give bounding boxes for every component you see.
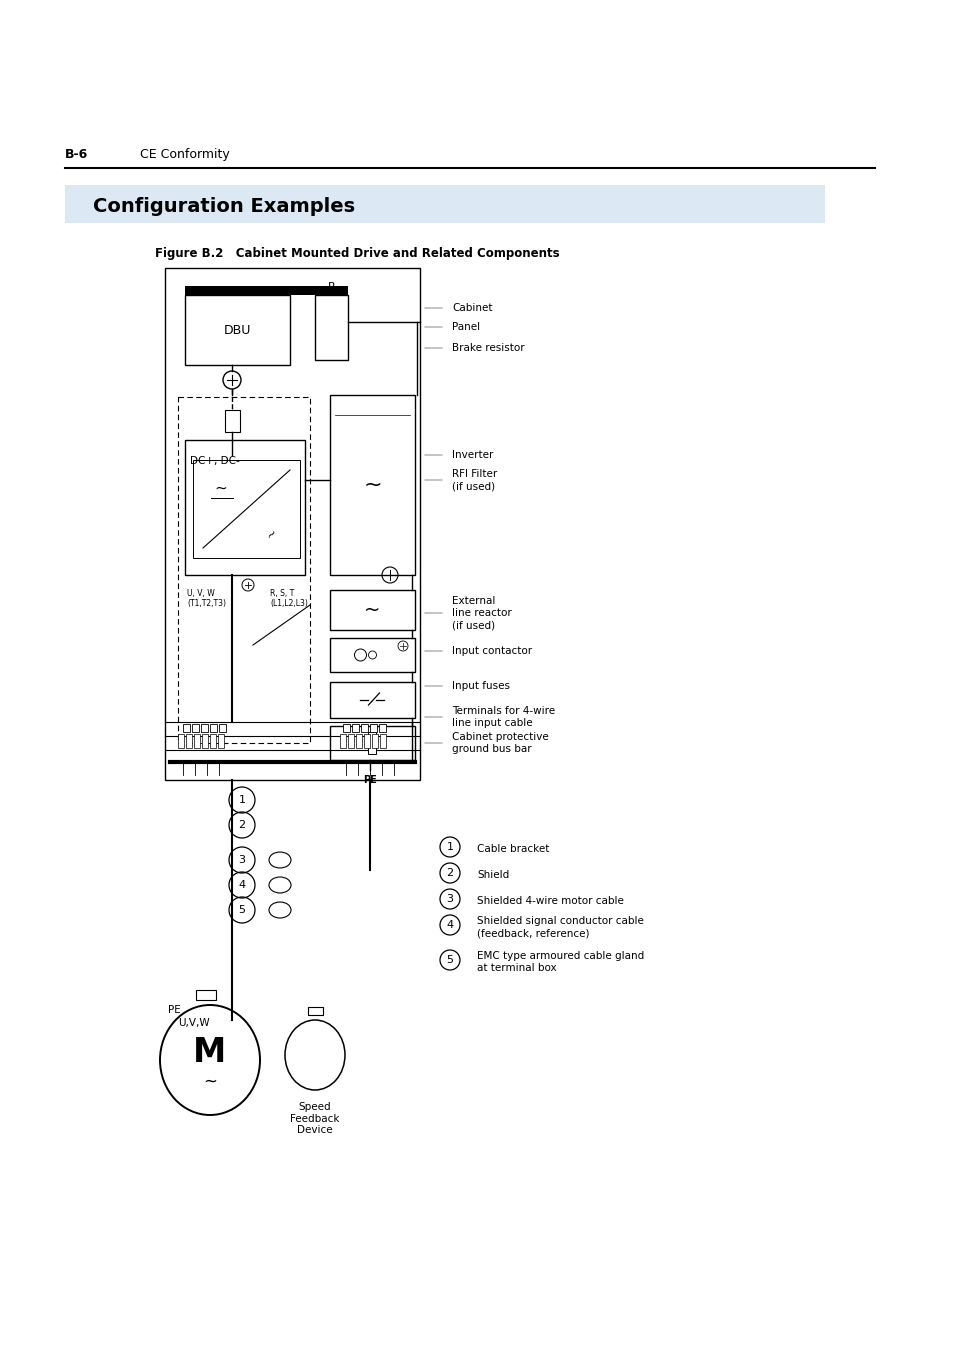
- Text: R: R: [327, 282, 335, 292]
- Bar: [65, 185, 824, 223]
- Bar: [330, 638, 415, 671]
- Text: 3: 3: [446, 894, 453, 904]
- Text: External
line reactor
(if used): External line reactor (if used): [452, 596, 511, 631]
- Text: Cabinet protective
ground bus bar: Cabinet protective ground bus bar: [452, 732, 548, 754]
- Text: PE: PE: [168, 1005, 180, 1015]
- Text: Configuration Examples: Configuration Examples: [92, 196, 355, 216]
- Bar: [218, 734, 224, 748]
- Bar: [379, 734, 386, 748]
- Bar: [165, 267, 419, 780]
- Text: Panel: Panel: [452, 322, 479, 332]
- Text: 1: 1: [238, 794, 245, 805]
- Text: Cabinet: Cabinet: [452, 303, 492, 313]
- Text: 2: 2: [446, 867, 453, 878]
- Bar: [330, 725, 415, 761]
- Bar: [314, 295, 348, 359]
- Bar: [185, 286, 290, 295]
- Bar: [372, 734, 377, 748]
- Text: Terminals for 4-wire
line input cable: Terminals for 4-wire line input cable: [452, 705, 555, 728]
- Bar: [370, 724, 376, 732]
- Bar: [210, 734, 215, 748]
- Text: Inverter: Inverter: [452, 450, 493, 459]
- Bar: [364, 734, 370, 748]
- Bar: [343, 724, 350, 732]
- Text: 1: 1: [446, 842, 453, 852]
- Text: 5: 5: [446, 955, 453, 965]
- Text: RFI Filter
(if used): RFI Filter (if used): [452, 469, 497, 492]
- Text: B-6: B-6: [65, 149, 89, 161]
- Bar: [219, 724, 226, 732]
- Bar: [186, 734, 192, 748]
- Bar: [330, 590, 415, 630]
- Text: 3: 3: [238, 855, 245, 865]
- Bar: [178, 734, 184, 748]
- Text: 4: 4: [238, 880, 245, 890]
- Text: ~: ~: [363, 476, 381, 494]
- Text: 2: 2: [238, 820, 245, 830]
- Bar: [339, 734, 346, 748]
- Text: EMC type armoured cable gland
at terminal box: EMC type armoured cable gland at termina…: [476, 951, 643, 973]
- Bar: [195, 990, 215, 1000]
- Text: CE Conformity: CE Conformity: [140, 149, 230, 161]
- Text: U, V, W
(T1,T2,T3): U, V, W (T1,T2,T3): [187, 589, 226, 608]
- Bar: [378, 724, 386, 732]
- Text: Speed
Feedback
Device: Speed Feedback Device: [290, 1102, 339, 1135]
- Text: ~: ~: [263, 526, 280, 542]
- Bar: [185, 286, 348, 295]
- Text: ~: ~: [364, 600, 380, 620]
- Bar: [330, 682, 415, 717]
- Bar: [193, 459, 299, 558]
- Text: ~: ~: [214, 481, 227, 496]
- Bar: [368, 732, 376, 754]
- Bar: [352, 724, 358, 732]
- Bar: [348, 734, 354, 748]
- Bar: [193, 734, 200, 748]
- Text: Input fuses: Input fuses: [452, 681, 510, 690]
- Bar: [360, 724, 368, 732]
- Bar: [202, 734, 208, 748]
- Bar: [183, 724, 190, 732]
- Bar: [201, 724, 208, 732]
- Text: U,V,W: U,V,W: [178, 1019, 210, 1028]
- Text: Figure B.2   Cabinet Mounted Drive and Related Components: Figure B.2 Cabinet Mounted Drive and Rel…: [154, 247, 559, 259]
- Text: Shield: Shield: [476, 870, 509, 880]
- Text: Shielded signal conductor cable
(feedback, reference): Shielded signal conductor cable (feedbac…: [476, 916, 643, 938]
- Text: ~: ~: [203, 1073, 216, 1092]
- Bar: [185, 295, 290, 365]
- Text: 4: 4: [446, 920, 453, 929]
- Text: Input contactor: Input contactor: [452, 646, 532, 657]
- Text: Cable bracket: Cable bracket: [476, 844, 549, 854]
- Bar: [308, 1006, 323, 1015]
- Text: Brake resistor: Brake resistor: [452, 343, 524, 353]
- Text: PE: PE: [363, 775, 376, 785]
- Text: 5: 5: [238, 905, 245, 915]
- Bar: [355, 734, 361, 748]
- Text: DC+, DC-: DC+, DC-: [190, 457, 239, 466]
- Bar: [210, 724, 216, 732]
- Bar: [225, 409, 240, 432]
- Text: R, S, T
(L1,L2,L3): R, S, T (L1,L2,L3): [270, 589, 308, 608]
- Text: Shielded 4-wire motor cable: Shielded 4-wire motor cable: [476, 896, 623, 907]
- Bar: [192, 724, 199, 732]
- Text: DBU: DBU: [224, 323, 251, 336]
- Bar: [330, 394, 415, 576]
- Bar: [185, 440, 305, 576]
- Text: M: M: [193, 1035, 227, 1069]
